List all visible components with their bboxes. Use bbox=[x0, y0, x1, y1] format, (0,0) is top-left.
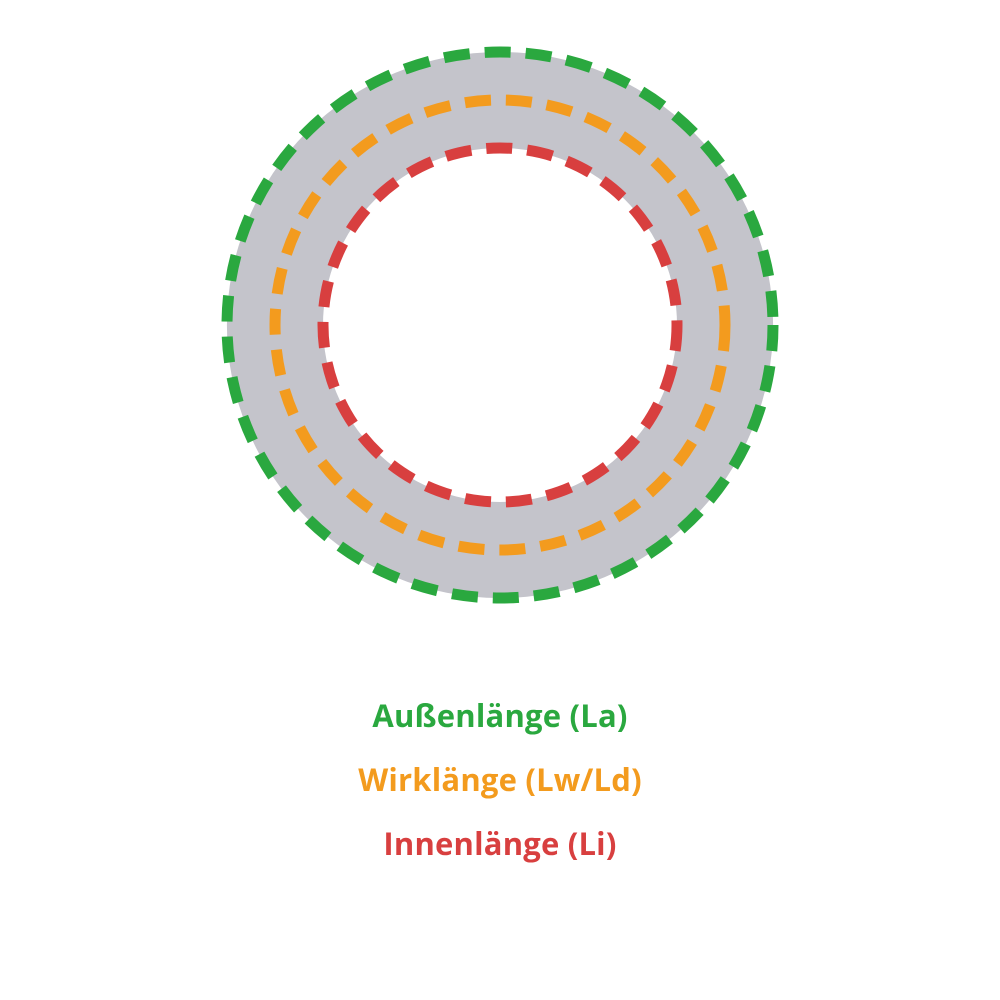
legend: Außenlänge (La) Wirklänge (Lw/Ld) Innenl… bbox=[358, 695, 642, 865]
legend-outer: Außenlänge (La) bbox=[372, 695, 627, 737]
ring-diagram bbox=[220, 45, 780, 605]
ring-svg bbox=[220, 45, 780, 605]
legend-middle: Wirklänge (Lw/Ld) bbox=[358, 759, 642, 801]
legend-inner: Innenlänge (Li) bbox=[383, 823, 616, 865]
inner-circle bbox=[323, 148, 677, 502]
